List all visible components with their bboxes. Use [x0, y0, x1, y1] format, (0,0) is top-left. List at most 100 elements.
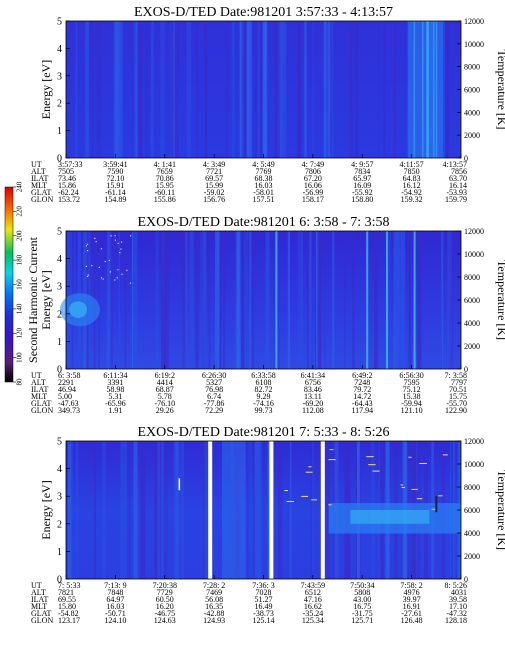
ephemeris-value: 7469	[206, 588, 222, 597]
ephemeris-value: 117.94	[351, 406, 373, 415]
ephemeris-value: 157.51	[253, 195, 275, 204]
ephemeris-value: -55.92	[352, 188, 373, 197]
spectrogram-stripe	[383, 21, 386, 158]
ephemeris-value: 125.34	[302, 616, 324, 625]
spectrogram-stripe	[75, 441, 79, 579]
spectrogram-stripe	[132, 231, 133, 369]
right-tick-label: 10000	[464, 40, 484, 49]
ephemeris-value: 4414	[157, 378, 173, 387]
ephemeris-value: 7659	[157, 167, 173, 176]
spectrogram-stripe	[278, 21, 281, 158]
spectrogram-stripe	[243, 231, 249, 369]
ephemeris-value: 73.46	[58, 174, 76, 183]
ephemeris-value: 6:11:34	[103, 371, 127, 380]
dot	[114, 239, 116, 241]
ephemeris-value: 4: 5:49	[252, 160, 274, 169]
spectrogram-stripe	[75, 21, 78, 158]
ephemeris-value: -42.88	[204, 609, 225, 618]
dot	[85, 265, 87, 267]
right-tick-label: 6000	[464, 506, 480, 515]
spectrogram-stripe	[297, 21, 301, 158]
ephemeris-value: 64.83	[403, 174, 421, 183]
ephemeris-value: 5.00	[58, 392, 72, 401]
ephemeris-value: 7248	[354, 378, 370, 387]
right-axis-label: Temperature [K]	[495, 470, 505, 550]
spectrogram-stripe	[267, 441, 271, 579]
ephemeris-value: 7505	[58, 167, 74, 176]
spectrogram-stripe	[115, 21, 120, 158]
ephemeris-value: 7848	[107, 588, 123, 597]
y-tick-label: 2	[57, 309, 62, 320]
right-tick-label: 0	[464, 575, 468, 584]
spectrogram-stripe	[140, 441, 146, 579]
ephemeris-row-label: GLON	[31, 616, 53, 625]
spectrogram-stripe	[324, 231, 326, 369]
dash	[305, 471, 313, 473]
ephemeris-value: 7850	[404, 167, 420, 176]
ephemeris-value: 16.03	[255, 181, 273, 190]
enhancement-band	[407, 21, 444, 158]
spectrogram-stripe	[145, 21, 149, 158]
ephemeris-value: -31.75	[352, 609, 373, 618]
ephemeris-value: 4:11:57	[400, 160, 424, 169]
ephemeris-value: 159.79	[445, 195, 467, 204]
ephemeris-value: 124.93	[203, 616, 225, 625]
y-tick-label: 0	[57, 575, 62, 586]
ephemeris-row-label: GLON	[31, 406, 53, 415]
ephemeris-value: 7590	[107, 167, 123, 176]
data-gap	[320, 441, 325, 579]
ephemeris-value: 72.10	[106, 174, 124, 183]
enhancement-line	[435, 21, 438, 158]
bright-line	[366, 231, 369, 369]
ephemeris-value: 6:19:2	[155, 371, 175, 380]
ephemeris-value: 68.38	[255, 174, 273, 183]
ephemeris-value: 126.48	[401, 616, 423, 625]
ephemeris-value: 3391	[107, 378, 123, 387]
dot	[95, 241, 97, 243]
dot	[114, 235, 116, 237]
spectrogram-stripe	[259, 441, 262, 579]
spectrogram-stripe	[161, 441, 165, 579]
dot	[102, 278, 104, 280]
bright-line	[386, 231, 388, 369]
panel-3: EXOS-D/TED Date:981201 7: 5:33 - 8: 5:26…	[31, 425, 505, 625]
y-axis-label: Energy [eV]	[39, 480, 53, 539]
right-tick-label: 8000	[464, 273, 480, 282]
ephemeris-value: 6:26:30	[202, 371, 226, 380]
dash	[431, 508, 437, 510]
right-tick-label: 2000	[464, 342, 480, 351]
spectrogram-stripe	[309, 231, 312, 369]
colorbar-tick-label: 80	[16, 378, 24, 386]
ephemeris-value: 7595	[404, 378, 420, 387]
spectrogram-stripe	[176, 441, 178, 579]
spectrogram-stripe	[304, 21, 307, 158]
ephemeris-value: 4: 9:57	[351, 160, 373, 169]
ephemeris-value: 123.17	[58, 616, 80, 625]
ephemeris-value: -35.24	[303, 609, 324, 618]
ephemeris-value: 46.94	[58, 385, 76, 394]
ephemeris-value: 156.76	[203, 195, 225, 204]
ephemeris-value: 64.97	[106, 595, 124, 604]
spectrogram-stripe	[204, 21, 208, 158]
spectrogram-stripe	[417, 231, 422, 369]
ephemeris-value: 72.29	[205, 406, 223, 415]
y-tick-label: 4	[57, 44, 62, 55]
ephemeris-value: 68.87	[156, 385, 174, 394]
ephemeris-value: 16.20	[156, 602, 174, 611]
colorbar-tick-label: 240	[16, 181, 24, 192]
ephemeris-row-label: ALT	[31, 588, 46, 597]
ephemeris-value: -59.02	[204, 188, 225, 197]
spectrogram-stripe	[86, 21, 89, 158]
spectrogram-stripe	[133, 21, 139, 158]
ephemeris-value: -64.43	[352, 399, 373, 408]
ephemeris-value: 29.26	[156, 406, 174, 415]
ephemeris-value: 158.17	[302, 195, 324, 204]
spectrogram-stripe	[247, 441, 253, 579]
spectrogram-stripe	[323, 21, 327, 158]
dash	[400, 484, 404, 486]
y-tick-label: 1	[57, 337, 62, 348]
right-tick-label: 2000	[464, 131, 480, 140]
dot	[100, 277, 102, 279]
spectrogram-stripe	[249, 231, 252, 369]
spectrogram-stripe	[331, 21, 333, 158]
